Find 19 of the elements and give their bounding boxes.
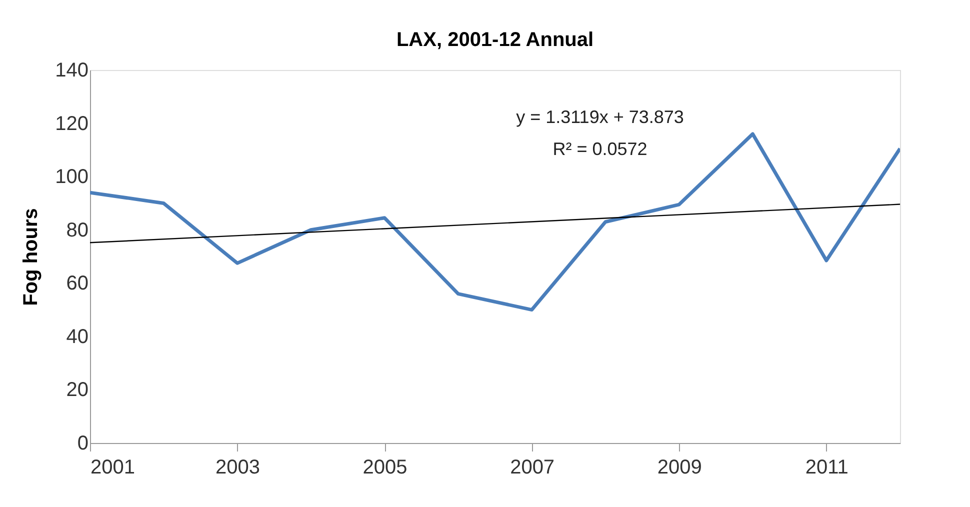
x-tick-label: 2001	[90, 456, 135, 478]
y-tick-label: 40	[66, 326, 88, 348]
y-tick-label: 120	[55, 112, 88, 135]
annotation: R² = 0.0572	[552, 139, 648, 159]
chart-title: LAX, 2001-12 Annual	[396, 29, 594, 51]
y-tick-label: 100	[55, 166, 88, 188]
line-series	[90, 132, 900, 312]
y-tick-label: 0	[77, 432, 88, 454]
x-tick-label: 2005	[362, 456, 408, 478]
annotation: y = 1.3119x + 73.873	[516, 107, 684, 127]
x-tick-label: 2007	[510, 456, 555, 478]
x-tick-label: 2011	[805, 456, 848, 478]
y-tick-label: 60	[66, 272, 88, 295]
y-tick-label: 80	[66, 219, 88, 242]
y-tick-label: 140	[55, 60, 88, 82]
y-tick-label: 20	[66, 379, 88, 402]
y-axis-title: Fog hours	[20, 208, 42, 306]
x-tick-label: 2009	[657, 456, 702, 478]
x-tick-label: 2003	[216, 456, 260, 478]
